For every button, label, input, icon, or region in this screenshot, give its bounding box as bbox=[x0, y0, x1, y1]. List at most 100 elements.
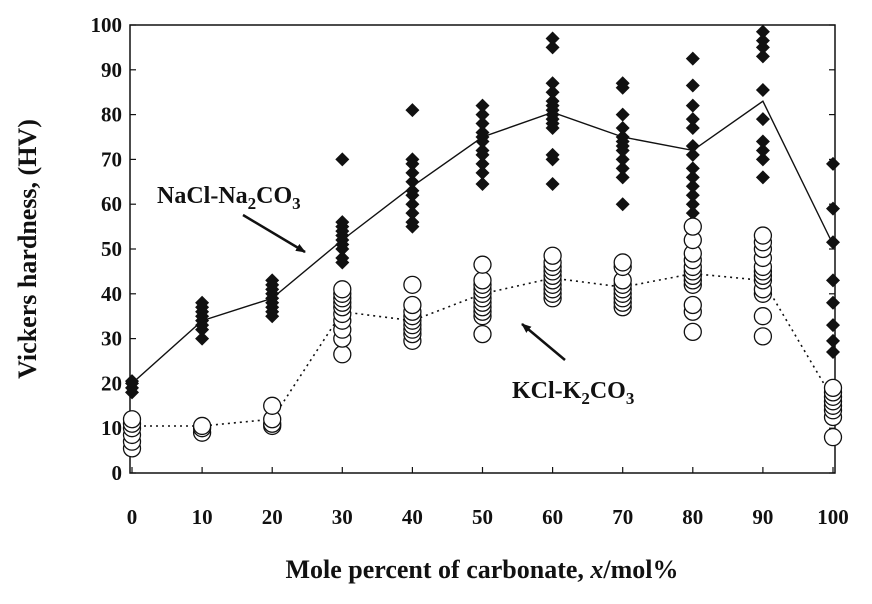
x-tick-label: 60 bbox=[542, 505, 563, 529]
nacl-point bbox=[405, 197, 420, 212]
y-tick-label: 30 bbox=[101, 327, 122, 351]
x-tick-label: 30 bbox=[332, 505, 353, 529]
y-axis-ticks: 0 10 20 30 40 50 60 70 80 90 100 bbox=[91, 13, 835, 485]
kcl-point bbox=[473, 271, 492, 290]
nacl-point bbox=[615, 107, 630, 122]
nacl-annotation-arrow bbox=[242, 213, 306, 254]
kcl-point bbox=[333, 280, 352, 299]
nacl-point bbox=[685, 51, 700, 66]
kcl-point bbox=[753, 307, 773, 326]
nacl-point bbox=[826, 201, 840, 216]
nacl-point bbox=[685, 121, 700, 136]
x-tick-label: 70 bbox=[612, 505, 633, 529]
x-tick-label: 50 bbox=[472, 505, 493, 529]
kcl-point bbox=[683, 322, 702, 342]
nacl-point bbox=[755, 24, 770, 39]
nacl-point bbox=[265, 273, 280, 288]
nacl-point bbox=[405, 183, 420, 198]
x-tick-label: 40 bbox=[402, 505, 423, 529]
nacl-point bbox=[405, 152, 420, 167]
nacl-point bbox=[755, 112, 770, 127]
nacl-point bbox=[755, 170, 770, 185]
y-tick-label: 10 bbox=[101, 416, 122, 440]
y-axis-title: Vickers hardness, (HV) bbox=[13, 119, 42, 379]
x-tick-label: 90 bbox=[752, 505, 773, 529]
nacl-point bbox=[545, 40, 560, 55]
nacl-point bbox=[615, 76, 630, 91]
nacl-point bbox=[826, 156, 840, 171]
kcl-point bbox=[403, 295, 422, 315]
nacl-point bbox=[685, 206, 700, 221]
kcl-point bbox=[823, 428, 843, 447]
nacl-point bbox=[685, 170, 700, 185]
nacl-point bbox=[335, 250, 350, 265]
x-tick-label: 80 bbox=[682, 505, 703, 529]
y-tick-label: 60 bbox=[101, 192, 122, 216]
nacl-point bbox=[475, 165, 490, 180]
nacl-point bbox=[475, 98, 490, 113]
nacl-annotation-label: NaCl-Na2CO3 bbox=[157, 183, 301, 213]
kcl-point bbox=[473, 324, 492, 344]
nacl-point bbox=[545, 177, 560, 192]
kcl-point bbox=[473, 255, 492, 274]
nacl-point bbox=[826, 345, 840, 360]
kcl-point bbox=[683, 295, 702, 315]
nacl-point bbox=[826, 235, 840, 250]
nacl-point bbox=[755, 33, 770, 48]
x-tick-label: 20 bbox=[262, 505, 283, 529]
nacl-point bbox=[475, 156, 490, 171]
nacl-point bbox=[475, 177, 490, 192]
kcl-points bbox=[122, 217, 843, 458]
nacl-point bbox=[545, 76, 560, 91]
nacl-point bbox=[615, 170, 630, 185]
y-tick-label: 90 bbox=[101, 58, 122, 82]
nacl-point bbox=[195, 331, 210, 346]
nacl-point bbox=[685, 78, 700, 93]
kcl-point bbox=[613, 253, 632, 272]
nacl-point bbox=[195, 295, 210, 310]
nacl-point bbox=[826, 318, 840, 333]
nacl-point bbox=[755, 134, 770, 149]
nacl-point bbox=[826, 273, 840, 288]
nacl-point bbox=[615, 161, 630, 176]
kcl-point bbox=[543, 246, 562, 265]
y-tick-label: 40 bbox=[101, 282, 122, 306]
nacl-point bbox=[405, 103, 420, 118]
nacl-point bbox=[475, 116, 490, 131]
nacl-point bbox=[405, 215, 420, 230]
y-tick-label: 80 bbox=[101, 103, 122, 127]
kcl-point bbox=[192, 416, 212, 436]
nacl-point bbox=[755, 152, 770, 167]
nacl-point bbox=[545, 94, 560, 109]
nacl-point bbox=[685, 161, 700, 176]
kcl-point bbox=[823, 378, 843, 398]
nacl-point bbox=[826, 295, 840, 310]
y-tick-label: 70 bbox=[101, 147, 122, 171]
kcl-point bbox=[263, 396, 282, 415]
nacl-point bbox=[615, 121, 630, 136]
kcl-point bbox=[753, 226, 773, 245]
kcl-point bbox=[683, 217, 702, 236]
nacl-points bbox=[125, 24, 840, 400]
x-axis-title: Mole percent of carbonate, x/mol% bbox=[285, 555, 678, 584]
nacl-point bbox=[335, 215, 350, 230]
nacl-point bbox=[615, 152, 630, 167]
nacl-point bbox=[615, 197, 630, 212]
nacl-point bbox=[685, 147, 700, 162]
nacl-point bbox=[475, 125, 490, 140]
nacl-point bbox=[475, 107, 490, 122]
kcl-point bbox=[122, 410, 142, 429]
y-tick-label: 20 bbox=[101, 371, 122, 395]
kcl-annotation-label: KCl-K2CO3 bbox=[512, 378, 634, 408]
x-tick-label: 0 bbox=[127, 505, 138, 529]
nacl-point bbox=[685, 138, 700, 153]
nacl-point bbox=[685, 98, 700, 113]
kcl-annotation-arrow bbox=[521, 323, 566, 361]
nacl-point bbox=[685, 112, 700, 127]
nacl-point bbox=[545, 31, 560, 46]
nacl-point bbox=[685, 188, 700, 203]
nacl-point bbox=[826, 333, 840, 348]
kcl-point bbox=[753, 327, 773, 346]
nacl-point bbox=[335, 152, 350, 167]
nacl-point bbox=[405, 165, 420, 180]
